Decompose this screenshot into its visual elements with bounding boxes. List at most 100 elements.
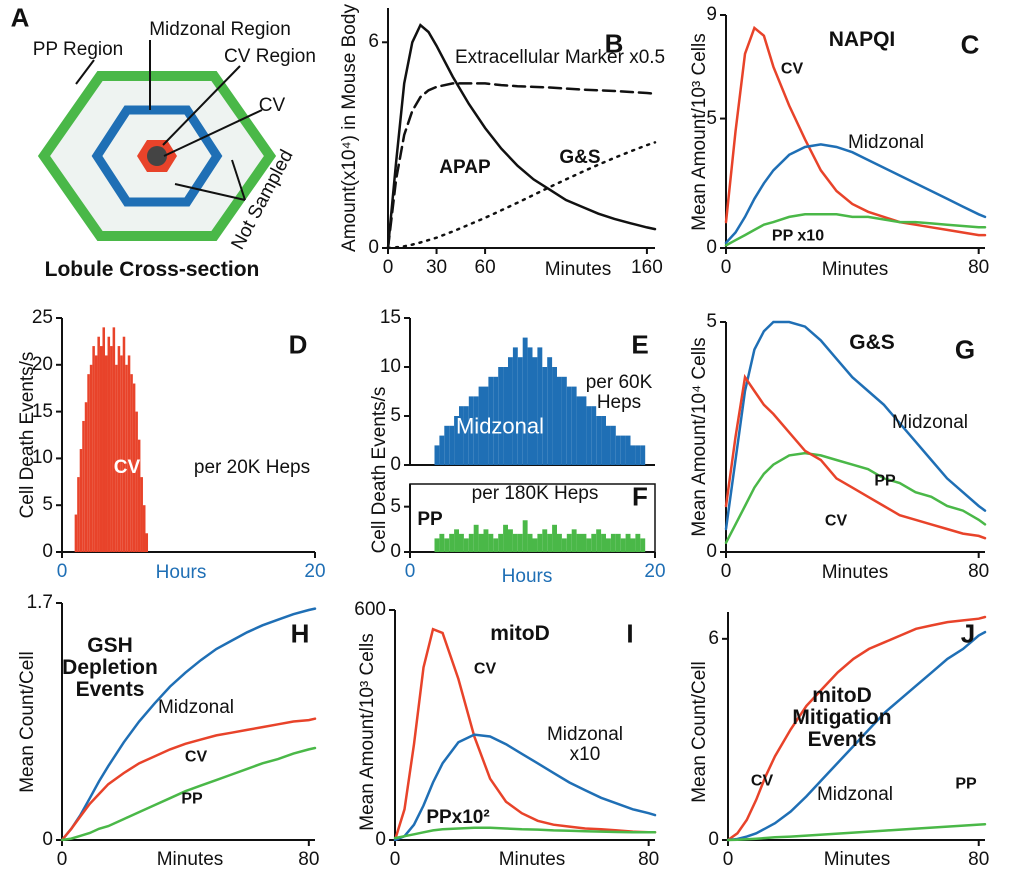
histogram-bar — [557, 376, 562, 465]
diagram-label: CV Region — [224, 46, 316, 68]
histogram-bar — [79, 449, 83, 552]
histogram-bar — [130, 374, 133, 552]
pointer — [231, 159, 246, 201]
histogram-bar — [561, 376, 567, 465]
histogram-bar — [92, 346, 95, 552]
annotation: CV — [113, 457, 141, 479]
histogram-bar — [444, 538, 450, 552]
y-axis-label: Mean Amount/10⁴ Cells — [689, 337, 711, 537]
histogram-bar — [94, 355, 98, 552]
histogram-bar — [610, 533, 616, 552]
histogram-bar — [581, 533, 587, 552]
x-axis-label: Minutes — [821, 259, 889, 281]
y-tick-label: 15 — [379, 307, 401, 329]
y-axis-label: Amount(x10⁴) in Mouse Body — [339, 4, 361, 252]
pointer — [162, 65, 241, 146]
histogram-bar — [512, 347, 518, 465]
panel-title: NAPQI — [828, 27, 896, 51]
histogram-bar — [625, 435, 631, 465]
x-axis-label: Minutes — [821, 562, 889, 584]
panel-title: GSH Depletion Events — [62, 633, 158, 702]
histogram-bar — [527, 347, 533, 465]
histogram-bar — [488, 533, 494, 552]
histogram-bar — [105, 355, 108, 552]
histogram-bar — [542, 367, 548, 465]
histogram-bar — [635, 533, 641, 552]
histogram-bar — [112, 327, 116, 552]
histogram-bar — [498, 533, 504, 552]
histogram-bar — [591, 406, 597, 465]
histogram-bar — [630, 538, 636, 552]
histogram-bar — [459, 533, 464, 552]
panel-letter: J — [960, 618, 976, 649]
diagram-label: PP Region — [32, 39, 124, 61]
histogram-bar — [454, 416, 459, 465]
histogram-bar — [596, 416, 602, 465]
histogram-bar — [120, 355, 123, 552]
line-series — [386, 23, 657, 250]
histogram-bar — [132, 383, 136, 552]
y-tick-label: 0 — [390, 541, 401, 563]
line-series — [726, 822, 987, 842]
line-series — [724, 25, 987, 237]
histogram-bar — [107, 336, 111, 552]
series-label: CV — [184, 748, 208, 766]
histogram-bar — [552, 524, 557, 552]
histogram-bar — [517, 533, 523, 552]
y-tick-label: 0 — [706, 237, 717, 259]
histogram-bar — [125, 364, 128, 552]
histogram-bar — [439, 533, 445, 552]
histogram-bar — [630, 445, 636, 465]
histogram-bar — [82, 420, 85, 552]
line-series — [386, 141, 657, 250]
diagram-label: Midzonal Region — [149, 19, 291, 41]
y-tick-label: 5 — [390, 495, 401, 517]
series-label: PP — [955, 775, 977, 793]
histogram-bar — [444, 425, 450, 465]
histogram-bar — [483, 386, 489, 465]
histogram-bar — [557, 533, 562, 552]
line-series — [60, 717, 317, 842]
histogram-bar — [635, 445, 641, 465]
line-series — [724, 213, 987, 247]
line-series — [393, 826, 657, 840]
x-tick-label: 80 — [298, 849, 320, 871]
histogram-bar — [615, 435, 621, 465]
histogram-bar — [122, 336, 126, 552]
histogram-bar — [468, 533, 474, 552]
histogram-bar — [508, 529, 513, 552]
histogram-bar — [463, 538, 469, 552]
histogram-bar — [493, 376, 499, 465]
panel-letter: D — [288, 329, 308, 360]
histogram-bar — [640, 445, 646, 465]
histogram-bar — [117, 346, 121, 552]
y-tick-label: 9 — [706, 4, 717, 26]
histogram-bar — [127, 355, 131, 552]
x-axis-label: Minutes — [156, 849, 224, 871]
series-label: Midzonal x10 — [546, 724, 624, 765]
histogram-bar — [483, 529, 489, 552]
histogram-bar — [99, 346, 103, 552]
y-tick-label: 0 — [42, 829, 53, 851]
x-axis-label: Hours — [155, 562, 207, 584]
x-tick-label: 80 — [968, 257, 990, 279]
line-series — [726, 615, 987, 842]
histogram-bar — [434, 445, 440, 465]
x-axis-label: Minutes — [823, 849, 891, 871]
histogram-bar — [547, 357, 553, 465]
series-label: Midzonal — [891, 412, 969, 434]
histogram-bar — [517, 357, 523, 465]
panel-letter: I — [626, 618, 634, 649]
histogram-bar — [84, 402, 88, 552]
histogram-bar — [606, 425, 611, 465]
panel-title: mitoD Mitigation Events — [792, 683, 892, 752]
series-label: CV — [473, 660, 497, 678]
histogram-bar — [142, 505, 146, 552]
x-tick-label: 0 — [404, 561, 416, 583]
y-axis-label: Mean Amount/10³ Cells — [357, 633, 379, 831]
y-tick-label: 0 — [375, 829, 386, 851]
x-tick-label: 80 — [968, 849, 990, 871]
y-tick-label: 0 — [706, 541, 717, 563]
annotation: per 20K Heps — [193, 457, 311, 479]
